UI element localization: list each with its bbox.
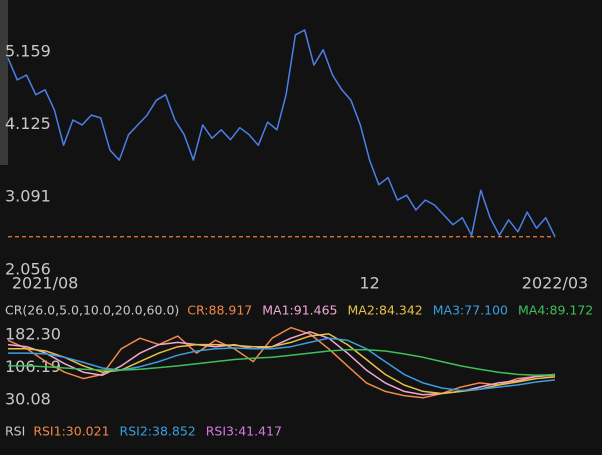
rsi-title: RSI bbox=[5, 424, 25, 439]
y-tick-label: 4.125 bbox=[5, 114, 51, 133]
y-tick-label: 2.056 bbox=[5, 260, 51, 279]
x-tick-label: 2022/03 bbox=[522, 274, 588, 293]
legend-entry: MA4:89.172 bbox=[518, 303, 593, 318]
y-tick-label: 3.091 bbox=[5, 187, 51, 206]
rsi-label: RSI2:38.852 bbox=[120, 424, 196, 439]
cr-title: CR(26.0,5.0,10.0,20.0,60.0) bbox=[5, 303, 179, 318]
edge-strip bbox=[0, 0, 8, 165]
legend-entry: MA2:84.342 bbox=[348, 303, 423, 318]
rsi-label: RSI3:41.417 bbox=[206, 424, 282, 439]
rsi-label: RSI1:30.021 bbox=[33, 424, 109, 439]
x-tick-label: 12 bbox=[359, 274, 379, 293]
series-line bbox=[8, 348, 556, 376]
legend-entry: MA3:77.100 bbox=[433, 303, 508, 318]
series-line bbox=[8, 337, 556, 392]
y-tick-label: 30.08 bbox=[5, 389, 51, 408]
y-tick-label: 5.159 bbox=[5, 41, 51, 60]
legend-entry: MA1:91.465 bbox=[262, 303, 337, 318]
x-tick-label: 2021/08 bbox=[12, 274, 78, 293]
legend-entry: CR:88.917 bbox=[187, 303, 252, 318]
y-tick-label: 182.30 bbox=[5, 325, 61, 344]
series-line bbox=[7, 29, 556, 238]
